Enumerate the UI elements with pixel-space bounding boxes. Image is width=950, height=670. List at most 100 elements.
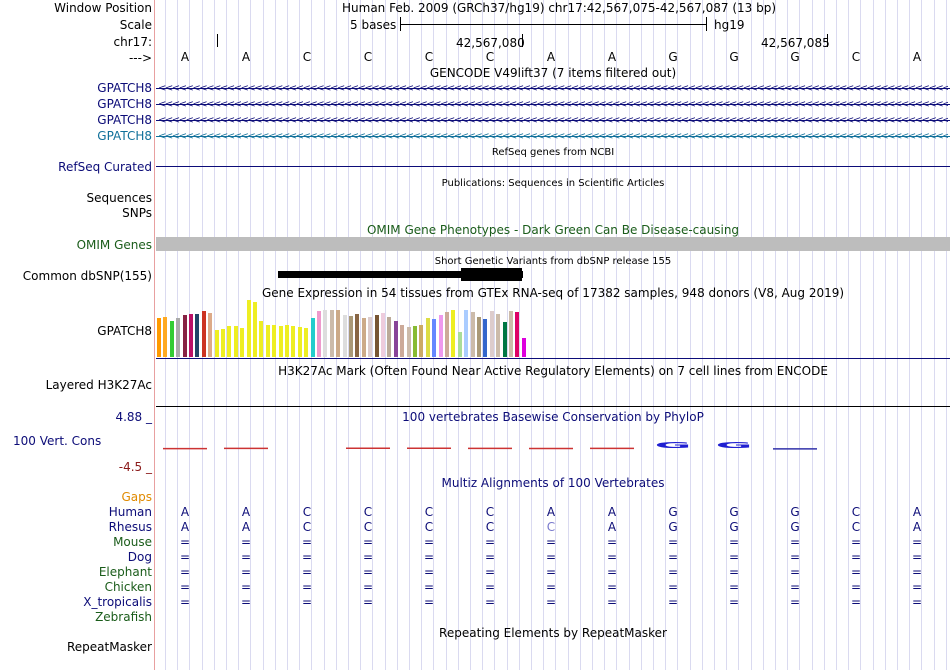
gtex-tissue-bar[interactable] (163, 317, 167, 357)
gtex-tissue-bar[interactable] (253, 302, 257, 357)
gtex-tissue-bar[interactable] (279, 326, 283, 357)
h3k27ac-label[interactable]: Layered H3K27Ac (45, 378, 152, 392)
gtex-tissue-bar[interactable] (522, 338, 526, 357)
gencode-title[interactable]: GENCODE V49lift37 (7 items filtered out) (429, 66, 677, 80)
gencode-gene-line[interactable] (156, 136, 950, 137)
gtex-tissue-bar[interactable] (247, 300, 251, 357)
gtex-tissue-bar[interactable] (451, 310, 455, 357)
gtex-gene-label[interactable]: GPATCH8 (97, 324, 152, 338)
snps-label[interactable]: SNPs (122, 206, 152, 220)
gtex-tissue-bar[interactable] (400, 325, 404, 357)
gtex-tissue-bar[interactable] (349, 316, 353, 357)
gtex-tissue-bar[interactable] (215, 330, 219, 357)
gtex-tissue-bar[interactable] (413, 326, 417, 357)
gtex-tissue-bar[interactable] (234, 326, 238, 357)
gtex-tissue-bar[interactable] (419, 325, 423, 357)
refseq-title[interactable]: RefSeq genes from NCBI (491, 147, 615, 158)
gtex-tissue-bar[interactable] (227, 326, 231, 357)
gtex-tissue-bar[interactable] (311, 318, 315, 357)
multiz-base: = (484, 565, 496, 579)
gtex-tissue-bar[interactable] (439, 315, 443, 357)
gtex-tissue-bar[interactable] (407, 327, 411, 357)
dbsnp-feature[interactable] (278, 271, 523, 278)
gtex-tissue-bar[interactable] (515, 312, 519, 357)
h3k27ac-title[interactable]: H3K27Ac Mark (Often Found Near Active Re… (278, 364, 828, 378)
publications-label[interactable]: Sequences (86, 191, 152, 205)
gtex-tissue-bar[interactable] (381, 313, 385, 357)
multiz-species-label[interactable]: Human (108, 505, 152, 519)
gtex-tissue-bar[interactable] (368, 317, 372, 357)
gtex-tissue-bar[interactable] (323, 310, 327, 357)
gtex-tissue-bar[interactable] (471, 312, 475, 357)
dbsnp-feature-thick[interactable] (461, 268, 522, 281)
gtex-tissue-bar[interactable] (496, 314, 500, 357)
gtex-tissue-bar[interactable] (343, 315, 347, 357)
multiz-species-label[interactable]: Zebrafish (95, 610, 152, 624)
gtex-tissue-bar[interactable] (259, 321, 263, 357)
refseq-label[interactable]: RefSeq Curated (58, 160, 152, 174)
gtex-tissue-bar[interactable] (291, 326, 295, 357)
gencode-gene-line[interactable] (156, 120, 950, 121)
gtex-tissue-bar[interactable] (394, 321, 398, 357)
gencode-gene-line[interactable] (156, 104, 950, 105)
gtex-tissue-bar[interactable] (432, 319, 436, 357)
gtex-tissue-bar[interactable] (170, 321, 174, 357)
dbsnp-label[interactable]: Common dbSNP(155) (22, 269, 152, 283)
gtex-tissue-bar[interactable] (483, 319, 487, 357)
gtex-tissue-bar[interactable] (464, 310, 468, 357)
gtex-tissue-bar[interactable] (375, 315, 379, 357)
omim-title[interactable]: OMIM Gene Phenotypes - Dark Green Can Be… (366, 223, 740, 237)
dbsnp-title[interactable]: Short Genetic Variants from dbSNP releas… (434, 256, 672, 267)
gencode-gene-label[interactable]: GPATCH8 (97, 81, 152, 95)
publications-title[interactable]: Publications: Sequences in Scientific Ar… (441, 178, 665, 189)
omim-feature[interactable] (156, 237, 950, 251)
gtex-tissue-bar[interactable] (426, 318, 430, 357)
gtex-tissue-bar[interactable] (189, 314, 193, 357)
multiz-species-label[interactable]: Mouse (113, 535, 152, 549)
gtex-tissue-bar[interactable] (304, 328, 308, 357)
gtex-tissue-bar[interactable] (336, 310, 340, 357)
gencode-gene-label[interactable]: GPATCH8 (97, 129, 152, 143)
gtex-tissue-bar[interactable] (503, 322, 507, 357)
omim-label[interactable]: OMIM Genes (76, 238, 152, 252)
gtex-tissue-bar[interactable] (477, 317, 481, 357)
gtex-tissue-bar[interactable] (208, 313, 212, 357)
gtex-tissue-bar[interactable] (317, 311, 321, 357)
gencode-gene-label[interactable]: GPATCH8 (97, 113, 152, 127)
gtex-tissue-bar[interactable] (355, 314, 359, 357)
gtex-tissue-bar[interactable] (221, 329, 225, 357)
gencode-gene-line[interactable] (156, 88, 950, 89)
multiz-species-label[interactable]: Dog (127, 550, 152, 564)
repeatmasker-title[interactable]: Repeating Elements by RepeatMasker (439, 626, 667, 640)
gtex-tissue-bar[interactable] (490, 311, 494, 357)
multiz-species-label[interactable]: Chicken (104, 580, 152, 594)
gtex-tissue-bar[interactable] (266, 325, 270, 357)
multiz-species-label[interactable]: Rhesus (108, 520, 152, 534)
gtex-tissue-bar[interactable] (285, 325, 289, 357)
gtex-tissue-bar[interactable] (240, 328, 244, 357)
cons-title[interactable]: 100 vertebrates Basewise Conservation by… (402, 410, 704, 424)
gtex-tissue-bar[interactable] (272, 325, 276, 357)
gtex-tissue-bar[interactable] (176, 318, 180, 357)
gtex-tissue-bar[interactable] (157, 318, 161, 357)
gtex-tissue-bar[interactable] (509, 311, 513, 357)
gtex-tissue-bar[interactable] (362, 318, 366, 357)
gtex-tissue-bar[interactable] (195, 314, 199, 357)
gtex-tissue-bar[interactable] (202, 311, 206, 357)
gtex-title[interactable]: Gene Expression in 54 tissues from GTEx … (261, 286, 845, 300)
grid-line (860, 0, 861, 670)
refseq-feature-line[interactable] (156, 166, 950, 167)
gtex-tissue-bar[interactable] (183, 315, 187, 357)
gencode-gene-label[interactable]: GPATCH8 (97, 97, 152, 111)
gtex-tissue-bar[interactable] (330, 310, 334, 357)
multiz-title[interactable]: Multiz Alignments of 100 Vertebrates (441, 476, 665, 490)
multiz-species-label[interactable]: Elephant (98, 565, 152, 579)
repeatmasker-label[interactable]: RepeatMasker (66, 640, 152, 654)
multiz-species-label[interactable]: X_tropicalis (83, 595, 152, 609)
gtex-tissue-bar[interactable] (298, 327, 302, 357)
gtex-tissue-bar[interactable] (445, 312, 449, 357)
cons-label[interactable]: 100 Vert. Cons (13, 434, 102, 448)
gtex-tissue-bar[interactable] (458, 332, 462, 357)
gtex-tissue-bar[interactable] (387, 317, 391, 357)
